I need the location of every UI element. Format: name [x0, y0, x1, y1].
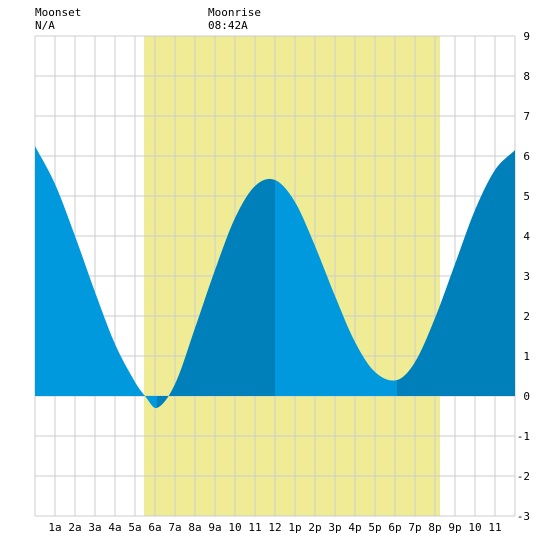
x-tick-label: 11 — [488, 521, 501, 534]
y-tick-label: 9 — [523, 30, 530, 43]
y-tick-label: 3 — [523, 270, 530, 283]
x-tick-label: 9p — [448, 521, 461, 534]
y-tick-label: -1 — [517, 430, 530, 443]
x-tick-label: 3p — [328, 521, 341, 534]
y-tick-label: 1 — [523, 350, 530, 363]
x-tick-label: 8p — [428, 521, 441, 534]
y-axis-ticks: -3 -2 -1 0 1 2 3 4 5 6 7 8 9 — [517, 30, 531, 523]
y-tick-label: -3 — [517, 510, 530, 523]
x-tick-label: 10 — [468, 521, 481, 534]
x-tick-label: 5a — [128, 521, 141, 534]
x-tick-label: 6a — [148, 521, 161, 534]
y-tick-label: 4 — [523, 230, 530, 243]
y-tick-label: 0 — [523, 390, 530, 403]
x-tick-label: 11 — [248, 521, 261, 534]
x-tick-label: 5p — [368, 521, 381, 534]
y-tick-label: 6 — [523, 150, 530, 163]
x-tick-label: 7p — [408, 521, 421, 534]
moonset-info: Moonset N/A — [35, 6, 81, 32]
moonrise-info: Moonrise 08:42A — [208, 6, 261, 32]
moonrise-label: Moonrise — [208, 6, 261, 19]
moonset-label: Moonset — [35, 6, 82, 19]
moonrise-time: 08:42A — [208, 19, 248, 32]
x-tick-label: 6p — [388, 521, 401, 534]
tide-area-falling — [35, 146, 157, 409]
tide-area-rising — [397, 150, 515, 396]
tide-area-falling — [275, 180, 397, 396]
y-tick-label: 2 — [523, 310, 530, 323]
tide-area-rising — [157, 178, 275, 408]
x-tick-label: 1a — [48, 521, 61, 534]
y-tick-label: -2 — [517, 470, 530, 483]
y-tick-label: 5 — [523, 190, 530, 203]
moonset-time: N/A — [35, 19, 55, 32]
x-tick-label: 8a — [188, 521, 201, 534]
x-tick-label: 7a — [168, 521, 181, 534]
x-tick-label: 1p — [288, 521, 301, 534]
x-tick-label: 9a — [208, 521, 221, 534]
x-tick-label: 2p — [308, 521, 321, 534]
x-tick-label: 10 — [228, 521, 241, 534]
x-tick-label: 3a — [88, 521, 101, 534]
y-tick-label: 7 — [523, 110, 530, 123]
y-tick-label: 8 — [523, 70, 530, 83]
x-axis-ticks: 1a 2a 3a 4a 5a 6a 7a 8a 9a 10 11 12 1p 2p 3p 4p 5p 6p 7p 8p… — [48, 521, 501, 534]
x-tick-label: 12 — [268, 521, 281, 534]
tide-area-layer — [35, 146, 515, 409]
x-tick-label: 4p — [348, 521, 361, 534]
x-tick-label: 4a — [108, 521, 121, 534]
x-tick-label: 2a — [68, 521, 81, 534]
